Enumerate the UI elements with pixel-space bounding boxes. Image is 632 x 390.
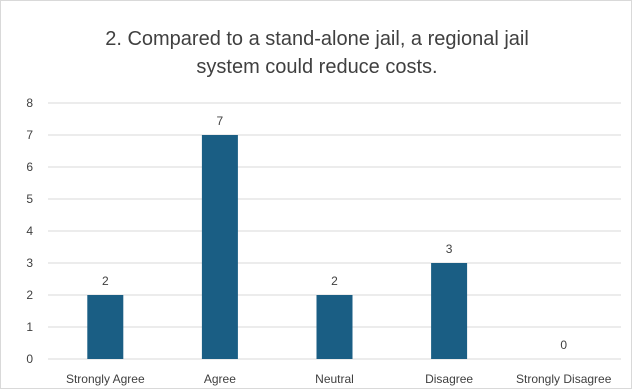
y-tick-label: 5 — [26, 192, 33, 206]
bar — [87, 295, 124, 359]
y-tick-label: 4 — [26, 224, 33, 238]
y-tick-label: 2 — [26, 288, 33, 302]
chart-title: 2. Compared to a stand-alone jail, a reg… — [105, 28, 529, 78]
label-layer: 2 Strongly Agree 7 Agree 2 Neutral 3 Disagree 0 S… — [66, 114, 612, 386]
y-tick-label: 0 — [26, 352, 33, 366]
data-label: 2 — [102, 274, 109, 288]
y-tick-label: 7 — [26, 128, 33, 142]
data-label: 3 — [446, 242, 453, 256]
x-category-label: Strongly Disagree — [516, 372, 612, 386]
y-tick-label: 8 — [26, 96, 33, 110]
data-label: 2 — [331, 274, 338, 288]
y-tick-label: 1 — [26, 320, 33, 334]
x-category-label: Disagree — [425, 372, 473, 386]
x-category-label: Neutral — [315, 372, 354, 386]
x-category-label: Agree — [204, 372, 236, 386]
y-tick-label: 3 — [26, 256, 33, 270]
bar — [431, 263, 468, 359]
y-tick-label: 6 — [26, 160, 33, 174]
bar — [201, 135, 238, 359]
grid-layer — [48, 102, 621, 328]
bar-layer — [87, 135, 468, 359]
x-category-label: Strongly Agree — [66, 372, 145, 386]
bar — [316, 295, 353, 359]
data-label: 0 — [560, 338, 567, 352]
data-label: 7 — [217, 114, 224, 128]
